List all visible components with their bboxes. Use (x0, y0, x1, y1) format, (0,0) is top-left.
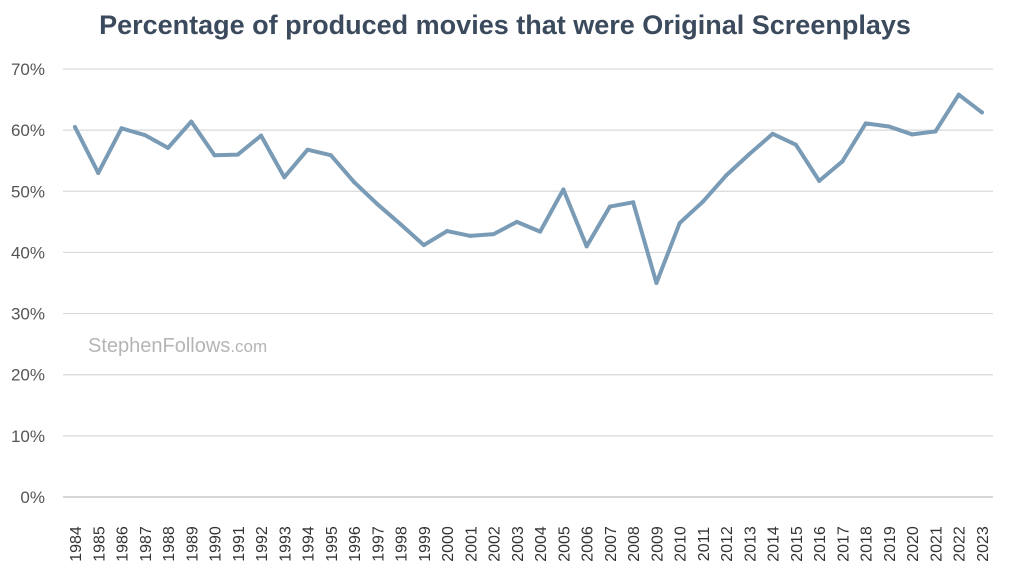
y-tick-label: 30% (11, 305, 45, 324)
x-tick-label: 1998 (394, 526, 411, 562)
x-tick-label: 2008 (626, 526, 643, 562)
data-point (328, 153, 333, 158)
x-tick-label: 1989 (184, 526, 201, 562)
data-point (817, 178, 822, 183)
data-point (584, 244, 589, 249)
data-point (538, 229, 543, 234)
data-point (933, 129, 938, 134)
y-tick-label: 10% (11, 427, 45, 446)
data-point (212, 153, 217, 158)
data-point (375, 202, 380, 207)
data-point (886, 124, 891, 129)
x-tick-label: 2015 (789, 526, 806, 562)
y-axis: 0% 10% 20% 30% 40% 50% 60% 70% (11, 60, 45, 507)
data-point (119, 126, 124, 131)
x-tick-label: 2011 (696, 527, 713, 562)
data-point (607, 204, 612, 209)
x-tick-label: 2020 (905, 526, 922, 562)
data-point (747, 151, 752, 156)
watermark-text: StephenFollows.com (88, 335, 267, 357)
x-tick-label: 2004 (533, 526, 550, 562)
x-tick-label: 1994 (301, 526, 318, 562)
data-point (561, 187, 566, 192)
y-tick-label: 50% (11, 182, 45, 201)
data-point (514, 219, 519, 224)
data-point (770, 131, 775, 136)
x-tick-label: 2009 (649, 526, 666, 562)
x-axis: 1984 1985 1986 1987 1988 1989 1990 1991 1992 1993… (68, 526, 992, 562)
x-tick-label: 2013 (742, 526, 759, 562)
data-point (166, 145, 171, 150)
x-tick-label: 1987 (138, 526, 155, 562)
data-point (793, 142, 798, 147)
x-tick-label: 1997 (370, 526, 387, 562)
x-tick-label: 2000 (440, 526, 457, 562)
data-point (840, 159, 845, 164)
data-point (491, 232, 496, 237)
x-tick-label: 1999 (417, 526, 434, 562)
x-tick-label: 1995 (324, 526, 341, 562)
data-point (398, 222, 403, 227)
data-point (96, 170, 101, 175)
data-point (863, 121, 868, 126)
x-tick-label: 2001 (463, 526, 480, 562)
data-point (73, 125, 77, 130)
data-point (980, 110, 984, 115)
x-tick-label: 1986 (115, 526, 132, 562)
chart-title: Percentage of produced movies that were … (99, 10, 911, 40)
y-tick-label: 40% (11, 243, 45, 262)
x-tick-label: 2010 (673, 526, 690, 562)
x-tick-label: 2016 (812, 526, 829, 562)
x-tick-label: 2018 (859, 526, 876, 562)
data-point (189, 119, 194, 124)
grid-lines (63, 68, 993, 498)
data-point (677, 221, 682, 226)
x-tick-label: 1990 (208, 526, 225, 562)
series-layer (73, 92, 984, 285)
x-tick-label: 1992 (254, 526, 271, 562)
data-point (654, 281, 659, 285)
y-tick-label: 20% (11, 366, 45, 385)
watermark-suffix: .com (230, 337, 267, 356)
x-tick-label: 2007 (603, 526, 620, 562)
x-tick-label: 2021 (928, 526, 945, 562)
data-point (700, 199, 705, 204)
x-tick-label: 2014 (766, 526, 783, 562)
data-point (305, 147, 310, 152)
data-point (468, 233, 473, 238)
x-tick-label: 2003 (510, 526, 527, 562)
data-point (956, 92, 961, 97)
x-tick-label: 2017 (835, 526, 852, 562)
data-point (142, 133, 147, 138)
x-tick-label: 2012 (719, 526, 736, 562)
data-point (259, 133, 264, 138)
x-tick-label: 2022 (952, 526, 969, 562)
x-tick-label: 1993 (277, 526, 294, 562)
y-tick-label: 60% (11, 121, 45, 140)
y-tick-label: 0% (20, 488, 45, 507)
data-point (421, 243, 426, 248)
data-point (724, 173, 729, 178)
data-point (445, 229, 450, 234)
x-tick-label: 2005 (556, 526, 573, 562)
data-point (352, 180, 357, 185)
data-point (910, 132, 915, 137)
data-point (631, 200, 636, 205)
x-tick-label: 1991 (231, 526, 248, 562)
data-point (235, 152, 240, 157)
watermark-main: StephenFollows (88, 335, 230, 357)
x-tick-label: 1988 (161, 526, 178, 562)
x-tick-label: 2019 (882, 526, 899, 562)
x-tick-label: 1984 (68, 526, 85, 562)
y-tick-label: 70% (11, 60, 45, 79)
x-tick-label: 1996 (347, 526, 364, 562)
x-tick-label: 2023 (975, 526, 992, 562)
data-point (282, 175, 287, 180)
x-tick-label: 2002 (487, 526, 504, 562)
series-line (73, 92, 984, 285)
x-tick-label: 2006 (580, 526, 597, 562)
x-tick-label: 1985 (91, 526, 108, 562)
